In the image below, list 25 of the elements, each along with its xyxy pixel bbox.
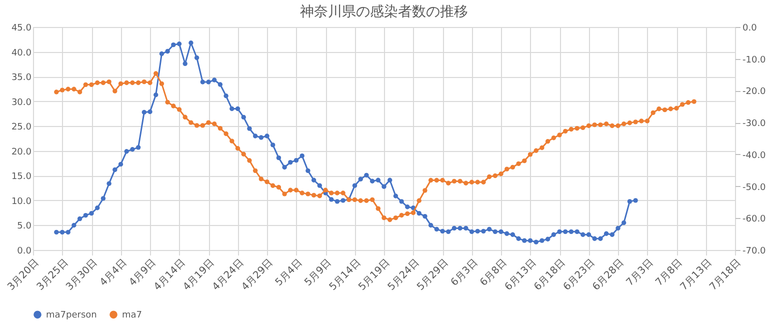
y2-tick-label: -60.0 [742, 214, 766, 225]
y-tick-label: 45.0 [11, 24, 32, 34]
y-tick-label: 30.0 [11, 98, 32, 108]
y-tick-label: 10.0 [11, 196, 32, 207]
chart-title: 神奈川県の感染者数の推移 [300, 4, 468, 20]
x-tick-label: 4月4日 [98, 258, 130, 288]
y-tick-label: 40.0 [11, 48, 32, 58]
y-tick-label: 20.0 [11, 147, 32, 158]
y-tick-label: 0.0 [17, 246, 32, 256]
y-tick-label: 15.0 [11, 172, 32, 182]
x-tick-label: 7月3日 [624, 258, 656, 288]
y2-tick-label: -70.0 [742, 246, 766, 256]
y2-tick-label: -10.0 [742, 55, 766, 66]
x-tick-label: 6月3日 [449, 258, 480, 288]
y2-tick-label: -30.0 [742, 119, 766, 130]
legend-label: ma7 [122, 310, 142, 321]
y-tick-label: 35.0 [11, 73, 32, 84]
y2-tick-label: 0.0 [742, 24, 758, 34]
x-tick-label: 5月4日 [274, 258, 305, 288]
y2-tick-label: -20.0 [742, 87, 766, 98]
y-tick-label: 25.0 [11, 122, 32, 133]
y2-tick-label: -50.0 [742, 182, 766, 193]
y-tick-label: 5.0 [17, 222, 32, 232]
y2-tick-label: -40.0 [742, 150, 766, 161]
legend-label: ma7person [46, 310, 97, 321]
